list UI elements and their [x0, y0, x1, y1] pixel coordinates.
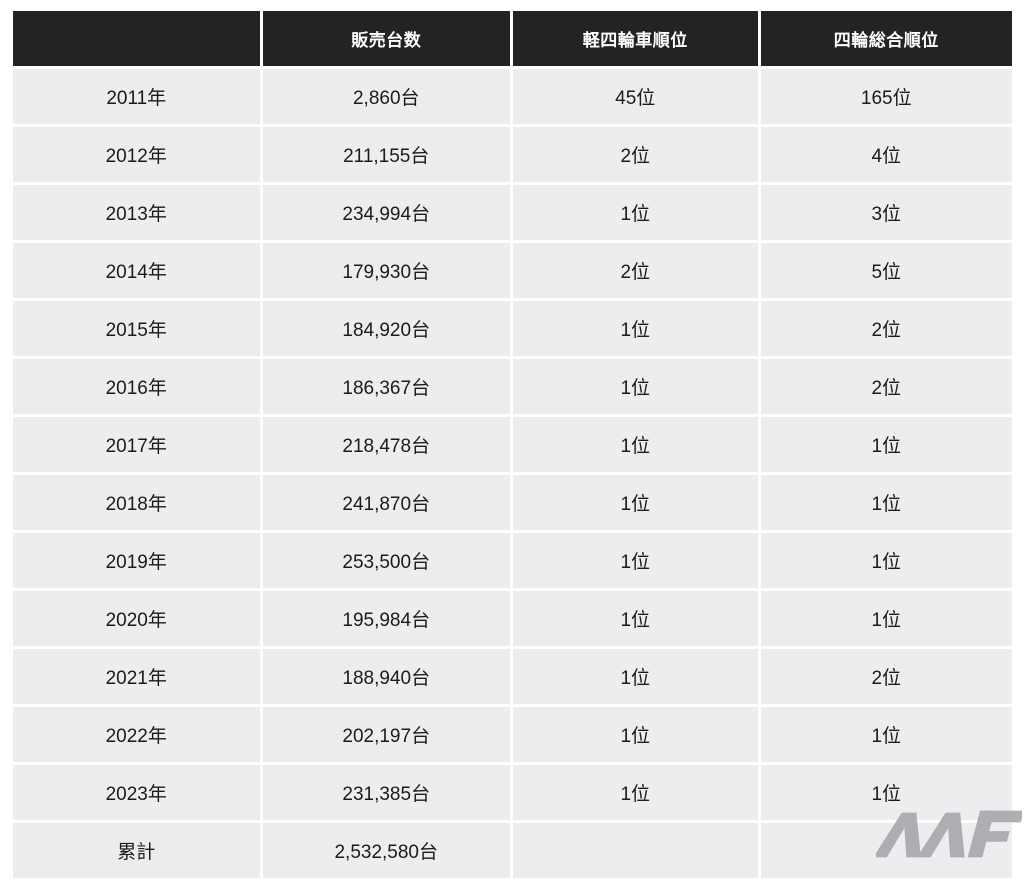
- year-cell: 2020年: [13, 591, 260, 646]
- overall-rank-cell: 2位: [760, 649, 1012, 704]
- sales-cell: 179,930台: [262, 243, 510, 298]
- overall-rank-cell: 165位: [760, 69, 1012, 124]
- overall-rank-cell: [760, 823, 1012, 878]
- year-cell: 2011年: [13, 69, 260, 124]
- overall-rank-cell: 1位: [760, 417, 1012, 472]
- header-cell-sales: 販売台数: [262, 11, 510, 66]
- header-cell-overall-rank: 四輪総合順位: [760, 11, 1012, 66]
- sales-cell: 186,367台: [262, 359, 510, 414]
- kei-rank-cell: 1位: [512, 301, 758, 356]
- kei-rank-cell: 1位: [512, 185, 758, 240]
- sales-cell: 184,920台: [262, 301, 510, 356]
- table-row: 2015年 184,920台 1位 2位: [13, 301, 1012, 356]
- sales-cell: 195,984台: [262, 591, 510, 646]
- sales-cell: 211,155台: [262, 127, 510, 182]
- year-cell: 2017年: [13, 417, 260, 472]
- sales-cell: 202,197台: [262, 707, 510, 762]
- table-row: 2016年 186,367台 1位 2位: [13, 359, 1012, 414]
- overall-rank-cell: 3位: [760, 185, 1012, 240]
- kei-rank-cell: 2位: [512, 127, 758, 182]
- table-row: 2014年 179,930台 2位 5位: [13, 243, 1012, 298]
- table-row: 2017年 218,478台 1位 1位: [13, 417, 1012, 472]
- overall-rank-cell: 2位: [760, 359, 1012, 414]
- year-cell: 累計: [13, 823, 260, 878]
- header-cell-year: [13, 11, 260, 66]
- overall-rank-cell: 1位: [760, 707, 1012, 762]
- overall-rank-cell: 1位: [760, 765, 1012, 820]
- sales-cell: 241,870台: [262, 475, 510, 530]
- sales-cell: 2,532,580台: [262, 823, 510, 878]
- year-cell: 2015年: [13, 301, 260, 356]
- overall-rank-cell: 1位: [760, 591, 1012, 646]
- overall-rank-cell: 2位: [760, 301, 1012, 356]
- year-cell: 2022年: [13, 707, 260, 762]
- table-header: 販売台数 軽四輪車順位 四輪総合順位: [13, 11, 1012, 66]
- kei-rank-cell: 1位: [512, 475, 758, 530]
- table-row: 2020年 195,984台 1位 1位: [13, 591, 1012, 646]
- overall-rank-cell: 1位: [760, 475, 1012, 530]
- kei-rank-cell: 45位: [512, 69, 758, 124]
- kei-rank-cell: 1位: [512, 765, 758, 820]
- overall-rank-cell: 4位: [760, 127, 1012, 182]
- table-row: 2022年 202,197台 1位 1位: [13, 707, 1012, 762]
- table-row: 2013年 234,994台 1位 3位: [13, 185, 1012, 240]
- table-row: 2021年 188,940台 1位 2位: [13, 649, 1012, 704]
- year-cell: 2014年: [13, 243, 260, 298]
- table-row: 2023年 231,385台 1位 1位: [13, 765, 1012, 820]
- kei-rank-cell: 1位: [512, 533, 758, 588]
- sales-cell: 218,478台: [262, 417, 510, 472]
- kei-rank-cell: 1位: [512, 591, 758, 646]
- header-cell-kei-rank: 軽四輪車順位: [512, 11, 758, 66]
- year-cell: 2013年: [13, 185, 260, 240]
- table-row: 累計 2,532,580台: [13, 823, 1012, 878]
- yearly-sales-table: 販売台数 軽四輪車順位 四輪総合順位 2011年 2,860台 45位 165位 201…: [10, 8, 1015, 881]
- year-cell: 2021年: [13, 649, 260, 704]
- year-cell: 2019年: [13, 533, 260, 588]
- table-row: 2019年 253,500台 1位 1位: [13, 533, 1012, 588]
- header-row: 販売台数 軽四輪車順位 四輪総合順位: [13, 11, 1012, 66]
- year-cell: 2023年: [13, 765, 260, 820]
- table-row: 2018年 241,870台 1位 1位: [13, 475, 1012, 530]
- table-row: 2012年 211,155台 2位 4位: [13, 127, 1012, 182]
- table-row: 2011年 2,860台 45位 165位: [13, 69, 1012, 124]
- kei-rank-cell: 1位: [512, 649, 758, 704]
- kei-rank-cell: 2位: [512, 243, 758, 298]
- sales-cell: 188,940台: [262, 649, 510, 704]
- year-cell: 2012年: [13, 127, 260, 182]
- overall-rank-cell: 1位: [760, 533, 1012, 588]
- table-body: 2011年 2,860台 45位 165位 2012年 211,155台 2位 4位 2013年…: [13, 69, 1012, 878]
- kei-rank-cell: 1位: [512, 707, 758, 762]
- sales-cell: 234,994台: [262, 185, 510, 240]
- kei-rank-cell: 1位: [512, 359, 758, 414]
- sales-cell: 253,500台: [262, 533, 510, 588]
- kei-rank-cell: [512, 823, 758, 878]
- kei-rank-cell: 1位: [512, 417, 758, 472]
- year-cell: 2016年: [13, 359, 260, 414]
- sales-cell: 231,385台: [262, 765, 510, 820]
- sales-cell: 2,860台: [262, 69, 510, 124]
- year-cell: 2018年: [13, 475, 260, 530]
- overall-rank-cell: 5位: [760, 243, 1012, 298]
